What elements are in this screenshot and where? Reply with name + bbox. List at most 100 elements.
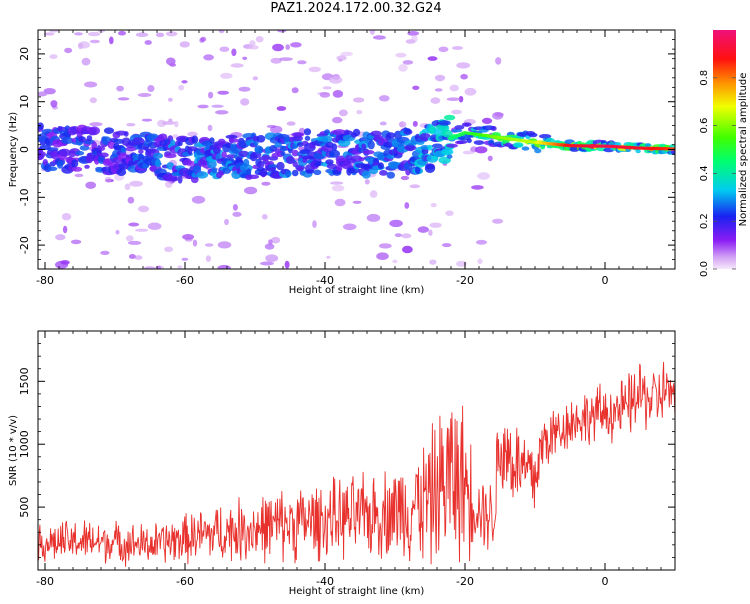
heatmap-ridge-cell [404, 128, 412, 134]
heatmap-background-cell [407, 31, 420, 36]
heatmap-background-cell [165, 180, 173, 188]
heatmap-background-cell [199, 37, 205, 43]
heatmap-background-cell [260, 261, 274, 266]
heatmap-background-cell [492, 111, 504, 120]
heatmap-background-cell [442, 243, 452, 248]
heatmap-background-cell [217, 264, 231, 269]
heatmap-background-cell [364, 179, 370, 185]
heatmap-ridge-cell [292, 135, 304, 142]
heatmap-background-cell [88, 31, 101, 37]
heatmap-ridge-cell [258, 146, 264, 154]
heatmap-ridge-cell [378, 162, 384, 170]
heatmap-background-cell [219, 46, 230, 52]
heatmap-background-cell [352, 200, 362, 204]
heatmap-ridge-cell [59, 148, 71, 157]
heatmap-background-cell [277, 30, 287, 33]
heatmap-ridge-cell [370, 130, 382, 137]
heatmap-ridge-cell [285, 170, 291, 178]
heatmap-background-cell [129, 180, 144, 187]
heatmap-background-cell [78, 41, 90, 49]
heatmap-ridge-cell [291, 149, 299, 157]
heatmap-background-cell [268, 239, 273, 245]
heatmap-background-cell [218, 30, 225, 34]
heatmap-background-cell [412, 120, 418, 127]
colorbar-tick-label: 0.2 [699, 213, 710, 229]
heatmap-background-cell [264, 243, 275, 250]
heatmap-background-cell [231, 48, 237, 57]
heatmap-background-cell [74, 32, 83, 36]
bottom-y-tick-label: 500 [18, 497, 31, 518]
heatmap-background-cell [81, 57, 91, 66]
heatmap-background-cell [166, 57, 176, 66]
heatmap-background-cell [401, 233, 412, 239]
heatmap-ridge-cell [246, 168, 252, 175]
heatmap-background-cell [261, 181, 271, 186]
snr-line-layer [38, 361, 675, 567]
heatmap-background-cell [203, 54, 214, 61]
heatmap-ridge-cell [228, 138, 240, 143]
heatmap-ridge-cell [291, 169, 299, 177]
heatmap-background-cell [404, 202, 410, 209]
heatmap-background-cell [240, 98, 250, 106]
heatmap-background-cell [252, 76, 259, 81]
heatmap-ridge-cell [48, 166, 58, 171]
heatmap-background-cell [270, 57, 282, 64]
heatmap-background-cell [156, 265, 162, 269]
heatmap-background-cell [482, 117, 493, 124]
heatmap-ridge-cell [321, 135, 333, 144]
heatmap-background-cell [89, 39, 100, 44]
heatmap-background-cell [356, 109, 363, 115]
heatmap-ridge-cell [645, 143, 651, 147]
heatmap-ridge-cell [243, 158, 250, 167]
heatmap-ridge-cell [38, 122, 44, 130]
heatmap-ridge-cell [238, 150, 250, 158]
heatmap-background-cell [232, 211, 242, 217]
heatmap-background-cell [217, 241, 232, 249]
heatmap-ridge-cell [446, 143, 458, 148]
heatmap-ridge-cell [441, 129, 453, 138]
heatmap-background-cell [266, 124, 277, 128]
heatmap-background-cell [191, 195, 206, 204]
heatmap-ridge-cell [361, 170, 371, 179]
heatmap-background-cell [332, 116, 343, 124]
heatmap-background-cell [331, 184, 345, 192]
heatmap-background-cell [372, 35, 386, 40]
heatmap-background-cell [179, 41, 190, 48]
heatmap-background-cell [445, 210, 454, 216]
heatmap-background-cell [125, 235, 134, 242]
heatmap-background-cell [115, 229, 120, 235]
heatmap-background-cell [430, 97, 441, 104]
heatmap-ridge-cell [258, 171, 269, 176]
heatmap-background-cell [464, 87, 477, 96]
heatmap-ridge-cell [285, 156, 295, 165]
heatmap-background-cell [434, 88, 443, 92]
heatmap-ridge-cell [257, 160, 265, 168]
heatmap-ridge-cell [196, 171, 209, 179]
heatmap-ridge-cell [248, 174, 260, 179]
heatmap-background-cell [165, 31, 178, 37]
heatmap-background-cell [449, 84, 460, 92]
heatmap-ridge-cell [431, 143, 443, 149]
heatmap-ridge-cell [56, 160, 64, 169]
heatmap-background-cell [49, 54, 58, 59]
heatmap-background-cell [319, 92, 331, 98]
heatmap-background-cell [164, 246, 174, 253]
heatmap-background-cell [89, 97, 97, 104]
heatmap-background-cell [334, 198, 346, 207]
heatmap-ridge-cell [268, 164, 278, 169]
heatmap-background-cell [144, 40, 152, 45]
heatmap-ridge-cell [352, 128, 361, 137]
heatmap-ridge-cell [446, 154, 453, 159]
heatmap-ridge-cell [221, 151, 227, 159]
heatmap-background-cell [137, 205, 150, 213]
heatmap-background-cell [137, 93, 152, 97]
heatmap-ridge-cell [164, 153, 177, 159]
heatmap-ridge-cell [379, 170, 388, 176]
heatmap-ridge-cell [75, 150, 85, 156]
colorbar-tick-label: 0.0 [699, 261, 710, 277]
heatmap-ridge-cell [182, 159, 192, 166]
heatmap-background-cell [452, 46, 463, 50]
heatmap-ridge-cell [155, 159, 161, 168]
bottom-y-axis-label: SNR (10 * v/v) [8, 415, 19, 486]
